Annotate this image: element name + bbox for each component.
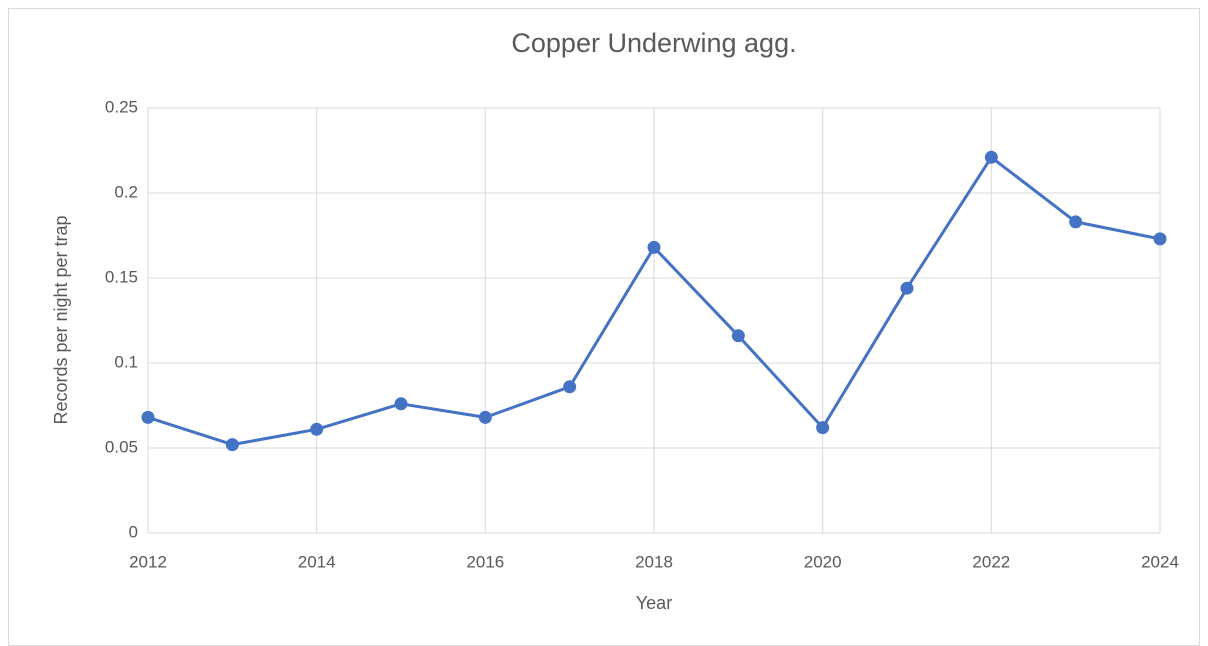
data-point	[900, 281, 914, 295]
y-tick-label: 0.05	[105, 437, 138, 456]
data-point	[1069, 215, 1083, 229]
data-point	[310, 422, 324, 436]
data-point	[141, 410, 155, 424]
y-tick-label: 0.15	[105, 267, 138, 286]
y-tick-label: 0	[129, 522, 138, 541]
y-tick-label: 0.1	[114, 352, 138, 371]
data-point	[478, 410, 492, 424]
data-point	[731, 329, 745, 343]
x-axis-label: Year	[636, 593, 672, 613]
data-point	[647, 240, 661, 254]
data-point	[225, 438, 239, 452]
data-point	[984, 150, 998, 164]
data-point	[816, 421, 830, 435]
data-point	[1153, 232, 1167, 246]
chart-frame	[8, 8, 1200, 646]
y-axis-label: Records per night per trap	[51, 215, 71, 424]
x-tick-label: 2014	[298, 552, 336, 571]
data-point	[394, 397, 408, 411]
x-tick-label: 2016	[466, 552, 504, 571]
y-tick-label: 0.2	[114, 182, 138, 201]
data-point	[563, 380, 577, 394]
y-tick-label: 0.25	[105, 97, 138, 116]
x-tick-label: 2024	[1141, 552, 1179, 571]
chart-title: Copper Underwing agg.	[511, 28, 796, 58]
x-tick-label: 2018	[635, 552, 673, 571]
x-tick-label: 2020	[804, 552, 842, 571]
x-tick-label: 2022	[972, 552, 1010, 571]
x-tick-label: 2012	[129, 552, 167, 571]
